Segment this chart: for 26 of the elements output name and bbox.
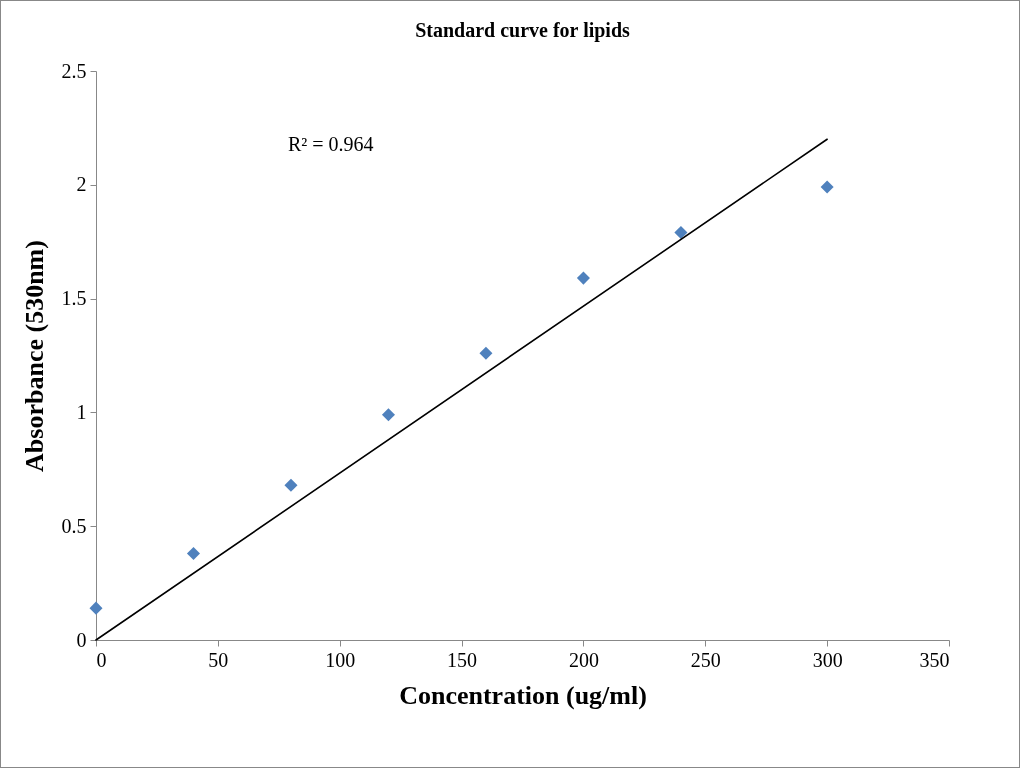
x-tick-label: 50	[208, 648, 229, 671]
y-tick-label: 0.5	[61, 514, 87, 537]
annotation: R² = 0.964	[287, 132, 374, 155]
x-tick-label: 300	[812, 648, 843, 671]
point	[576, 271, 590, 285]
x-tick-label: 350	[919, 648, 950, 671]
x-tick-label: 150	[447, 648, 478, 671]
y-tick-label: 0	[76, 628, 87, 651]
x-tick-label: 200	[568, 648, 599, 671]
point	[479, 346, 493, 360]
x-tick-label: 250	[690, 648, 721, 671]
point	[89, 601, 103, 615]
x-tick-label: 100	[325, 648, 356, 671]
point	[820, 180, 834, 194]
y-tick-label: 2.5	[61, 59, 87, 82]
point	[284, 478, 298, 492]
chart-title: Standard curve for lipids	[415, 19, 631, 42]
y-tick-label: 2	[76, 173, 87, 196]
x-tick-label: 0	[96, 648, 107, 671]
point	[674, 226, 688, 240]
point	[381, 408, 395, 422]
y-tick-label: 1	[76, 400, 87, 423]
y-tick-label: 1.5	[61, 287, 87, 310]
y-axis-title: Absorbance (530nm)	[19, 240, 49, 472]
point	[186, 546, 200, 561]
x-axis-title: Concentration (ug/ml)	[399, 680, 647, 710]
